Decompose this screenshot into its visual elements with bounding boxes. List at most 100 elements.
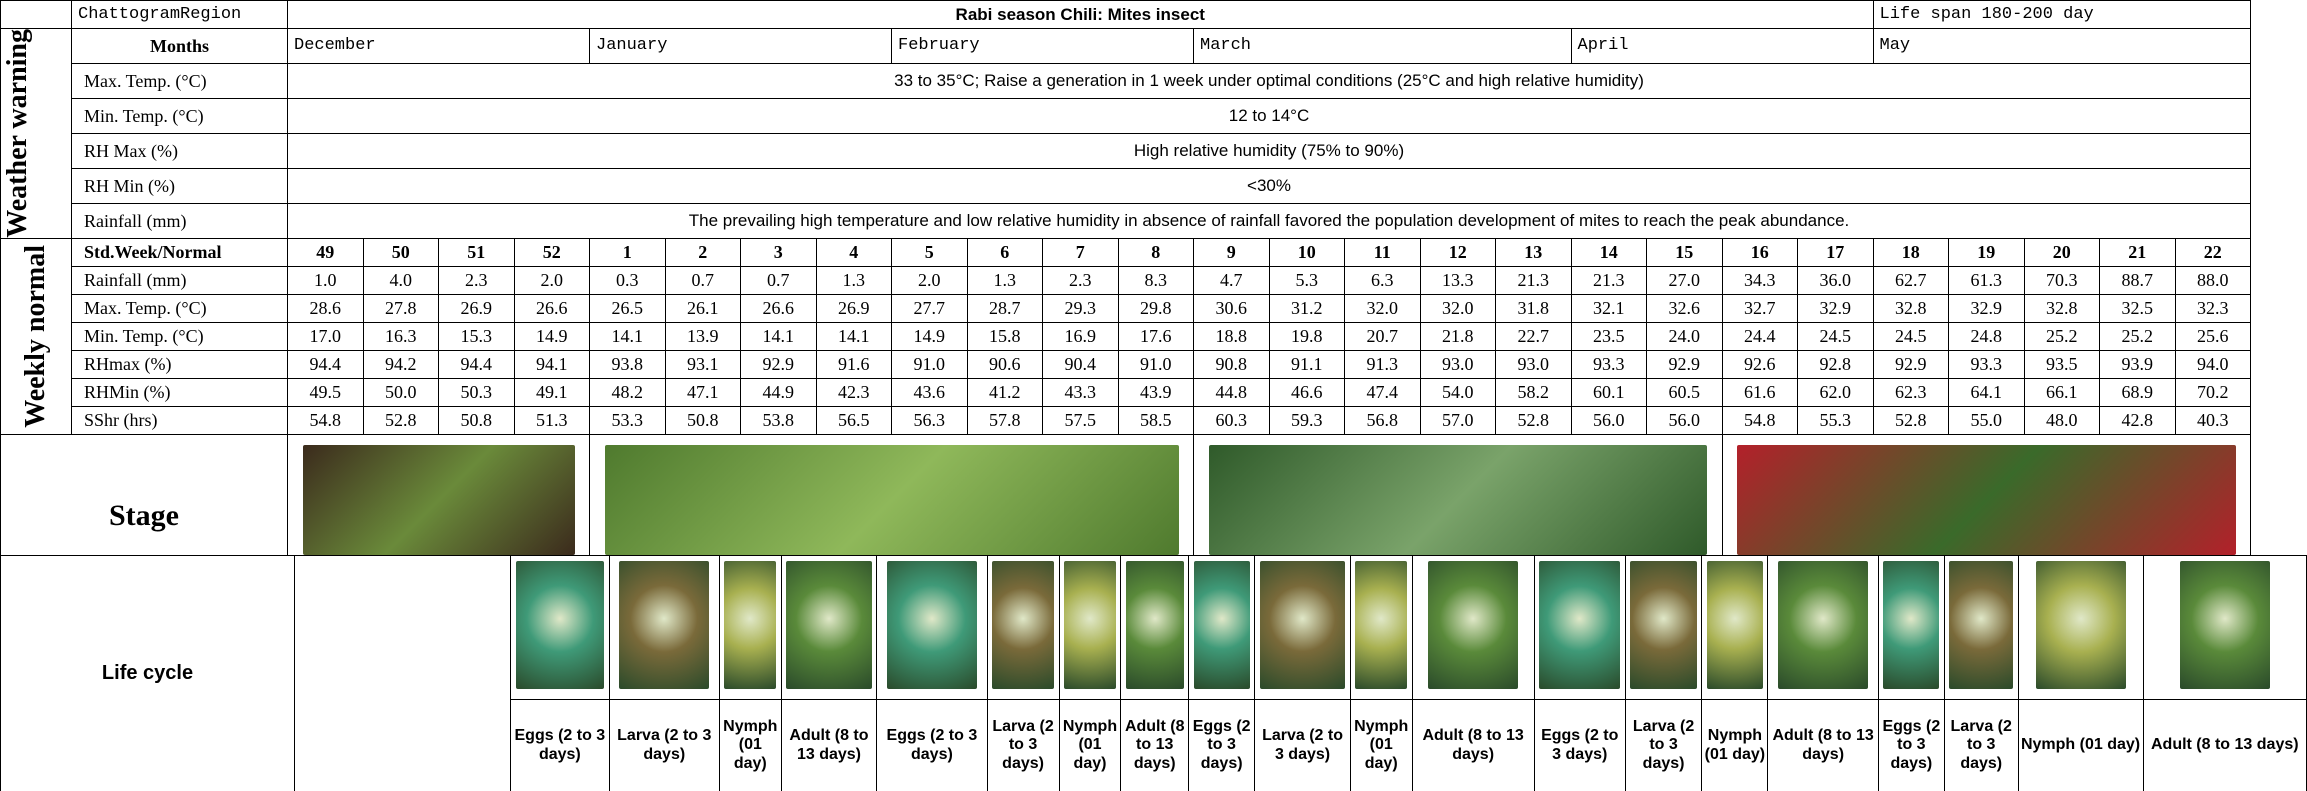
week: 5 bbox=[891, 237, 968, 267]
week: 49 bbox=[287, 237, 364, 267]
life-cycle-image-cell bbox=[1767, 555, 1879, 700]
value-cell: 36.0 bbox=[1797, 265, 1874, 295]
group-label: Weather warning bbox=[0, 28, 72, 239]
month: December bbox=[287, 28, 590, 64]
life-cycle-image bbox=[1259, 560, 1346, 689]
value-cell: 0.7 bbox=[664, 265, 741, 295]
value-cell: 70.3 bbox=[2023, 265, 2100, 295]
value-cell: 58.5 bbox=[1117, 405, 1194, 435]
life-cycle-wrap: Life cycle Eggs (2 to 3 days) Larva (2 to … bbox=[0, 555, 2307, 791]
value-cell: 59.3 bbox=[1268, 405, 1345, 435]
value-cell: 24.5 bbox=[1872, 321, 1949, 351]
value-cell: 4.7 bbox=[1193, 265, 1270, 295]
value-cell: 91.0 bbox=[1117, 349, 1194, 379]
life-cycle-image-cell bbox=[1533, 555, 1626, 700]
value-cell: 88.0 bbox=[2174, 265, 2251, 295]
life-cycle-stage: Nymph (01 day) bbox=[1349, 699, 1413, 791]
value-cell: 15.8 bbox=[966, 321, 1043, 351]
group-label: Weekly normal bbox=[0, 237, 72, 435]
value-cell: 34.3 bbox=[1721, 265, 1798, 295]
value-cell: 26.1 bbox=[664, 293, 741, 323]
value-cell: 6.3 bbox=[1344, 265, 1421, 295]
row-label: RHMin (%) bbox=[71, 377, 288, 407]
value-cell: 32.1 bbox=[1570, 293, 1647, 323]
value-cell: 1.3 bbox=[966, 265, 1043, 295]
value-cell: 56.8 bbox=[1344, 405, 1421, 435]
life-cycle-stage: Eggs (2 to 3 days) bbox=[876, 699, 988, 791]
value-cell: 26.5 bbox=[589, 293, 666, 323]
value-cell: 57.5 bbox=[1042, 405, 1119, 435]
value-cell: 66.1 bbox=[2023, 377, 2100, 407]
row: Weekly normal Std.Week/Normal 49 50 51 52 1 2 3 4… bbox=[0, 237, 2251, 435]
value-cell: 54.0 bbox=[1419, 377, 1496, 407]
value-cell: 32.6 bbox=[1646, 293, 1723, 323]
value-cell: 93.1 bbox=[664, 349, 741, 379]
value-cell: 26.9 bbox=[815, 293, 892, 323]
stage-image bbox=[1737, 444, 2236, 555]
life-cycle-image bbox=[1630, 560, 1697, 689]
life-cycle-stage: Nymph (01 day) bbox=[718, 699, 782, 791]
value-cell: 91.1 bbox=[1268, 349, 1345, 379]
life-cycle-image bbox=[1539, 560, 1621, 689]
life-cycle-stage: Eggs (2 to 3 days) bbox=[1188, 699, 1256, 791]
week: 22 bbox=[2174, 237, 2251, 267]
value-cell: 27.7 bbox=[891, 293, 968, 323]
row-label: Min. Temp. (°C) bbox=[71, 97, 288, 134]
life-cycle-image-cell bbox=[510, 555, 610, 700]
value-cell: 60.3 bbox=[1193, 405, 1270, 435]
value-cell: 93.5 bbox=[2023, 349, 2100, 379]
value-cell: 57.0 bbox=[1419, 405, 1496, 435]
value-cell: 60.1 bbox=[1570, 377, 1647, 407]
value-cell: 44.8 bbox=[1193, 377, 1270, 407]
life-cycle-stage: Eggs (2 to 3 days) bbox=[510, 699, 610, 791]
value-cell: 14.1 bbox=[815, 321, 892, 351]
value-cell: 14.1 bbox=[589, 321, 666, 351]
value-cell: 61.3 bbox=[1948, 265, 2025, 295]
life-cycle-image-cell bbox=[1188, 555, 1256, 700]
row: Min. Temp. (°C) 12 to 14°C bbox=[1, 97, 2251, 134]
value-cell: 14.9 bbox=[513, 321, 590, 351]
value-cell: 54.8 bbox=[1721, 405, 1798, 435]
life-cycle-image bbox=[1883, 560, 1940, 689]
week: 14 bbox=[1570, 237, 1647, 267]
row-label: Min. Temp. (°C) bbox=[71, 321, 288, 351]
life-cycle-image-cell bbox=[1943, 555, 2019, 700]
value-cell: 15.3 bbox=[438, 321, 515, 351]
row-label: Rainfall (mm) bbox=[71, 202, 288, 239]
value-cell: 31.8 bbox=[1495, 293, 1572, 323]
stage-image-cell bbox=[589, 433, 1194, 555]
value-cell: 32.9 bbox=[1948, 293, 2025, 323]
life-cycle-image bbox=[786, 560, 872, 689]
value-cell: 2.3 bbox=[438, 265, 515, 295]
life-cycle-image bbox=[1125, 560, 1184, 689]
value-cell: 62.7 bbox=[1872, 265, 1949, 295]
life-cycle-image bbox=[2035, 560, 2126, 689]
value-cell: 91.6 bbox=[815, 349, 892, 379]
value-cell: 29.8 bbox=[1117, 293, 1194, 323]
value-cell: 70.2 bbox=[2174, 377, 2251, 407]
value-cell: 57.8 bbox=[966, 405, 1043, 435]
value-cell: 94.0 bbox=[2174, 349, 2251, 379]
life-cycle-image bbox=[724, 560, 777, 689]
life-cycle-stage: Adult (8 to 13 days) bbox=[2142, 699, 2307, 791]
life-cycle-stage: Adult (8 to 13 days) bbox=[1767, 699, 1879, 791]
week: 1 bbox=[589, 237, 666, 267]
month: March bbox=[1193, 28, 1572, 64]
value-cell: 47.4 bbox=[1344, 377, 1421, 407]
row: Max. Temp. (°C) 28.6 27.8 26.9 26.6 26.5 26.1 2… bbox=[1, 293, 2251, 323]
value-cell: 21.3 bbox=[1570, 265, 1647, 295]
value-cell: 32.5 bbox=[2099, 293, 2176, 323]
life-cycle-image bbox=[1193, 560, 1250, 689]
value-cell: 24.8 bbox=[1948, 321, 2025, 351]
stage-label: Stage bbox=[0, 433, 288, 555]
row: Stage bbox=[0, 433, 2251, 555]
value-cell: 25.6 bbox=[2174, 321, 2251, 351]
value-cell: 28.7 bbox=[966, 293, 1043, 323]
value-cell: 24.5 bbox=[1797, 321, 1874, 351]
value-cell: 94.1 bbox=[513, 349, 590, 379]
title: Rabi season Chili: Mites insect bbox=[287, 0, 1874, 29]
value-cell: 19.8 bbox=[1268, 321, 1345, 351]
stage-image-cell bbox=[1193, 433, 1723, 555]
week: 10 bbox=[1268, 237, 1345, 267]
blank-cell bbox=[294, 555, 512, 791]
